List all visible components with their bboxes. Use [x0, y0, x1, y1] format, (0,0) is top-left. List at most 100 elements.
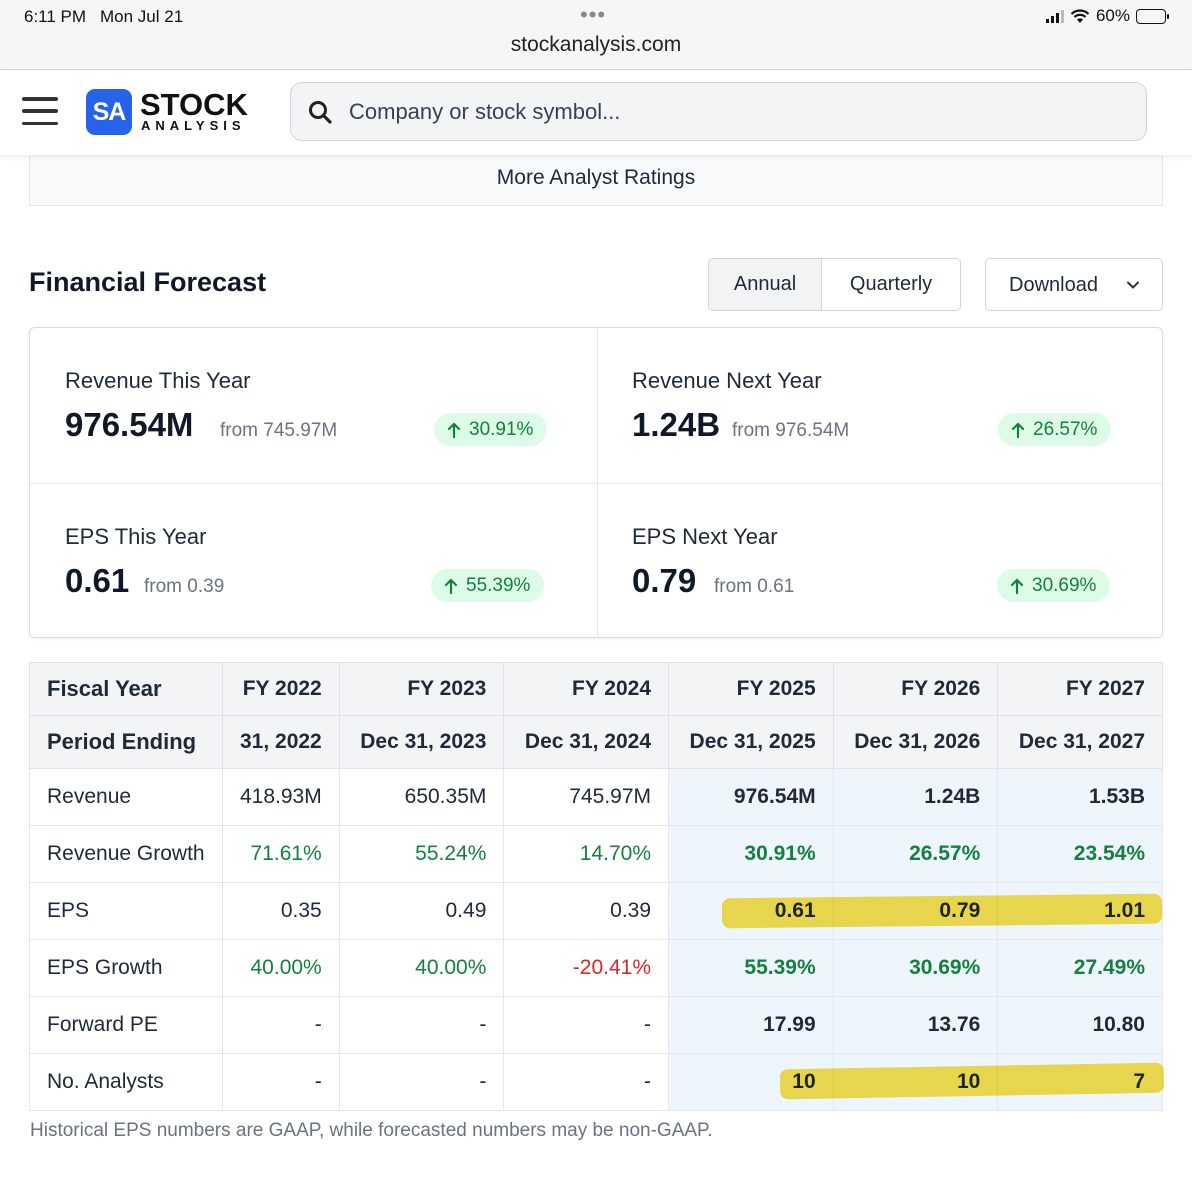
table-row: EPS Growth 40.00% 40.00% -20.41% 55.39% …	[29, 939, 1163, 997]
table-cell: 26.57%	[832, 825, 999, 883]
arrow-up-icon	[447, 422, 461, 438]
more-analyst-ratings-button[interactable]: More Analyst Ratings	[29, 147, 1163, 206]
table-cell: 17.99	[668, 996, 834, 1054]
header-cell: Dec 31, 2026	[832, 715, 999, 769]
table-cell: 10	[832, 1053, 999, 1111]
section-title: Financial Forecast	[29, 267, 267, 297]
table-row: EPS 0.35 0.49 0.39 0.61 0.79 1.01	[29, 882, 1163, 940]
stat-value: 1.24B	[632, 406, 721, 443]
change-badge: 55.39%	[431, 569, 545, 602]
table-cell: 976.54M	[668, 768, 834, 826]
change-badge: 30.91%	[434, 413, 548, 446]
row-label: Revenue	[29, 768, 223, 826]
table-cell: -	[338, 1053, 505, 1111]
table-row: Revenue Growth 71.61% 55.24% 14.70% 30.9…	[29, 825, 1163, 883]
address-bar-url[interactable]: stockanalysis.com	[510, 33, 682, 56]
table-cell: 71.61%	[222, 825, 340, 883]
cellular-signal-icon	[1045, 9, 1064, 23]
header-cell: Dec 31, 2025	[668, 715, 834, 769]
battery-percent: 60%	[1095, 6, 1130, 25]
table-cell: 418.93M	[222, 768, 340, 826]
browser-status-bar: 6:11 PM Mon Jul 21 ••• stockanalysis.com…	[0, 0, 1192, 70]
table-cell: 0.39	[503, 882, 670, 940]
table-cell: 0.79	[832, 882, 999, 940]
battery-icon	[1136, 8, 1169, 24]
header-cell: FY 2024	[503, 662, 670, 716]
row-label: EPS	[29, 882, 223, 940]
header-cell: FY 2022	[222, 662, 340, 716]
table-header-row: Period Ending 31, 2022 Dec 31, 2023 Dec …	[29, 715, 1163, 769]
site-header: SA STOCK ANALYSIS	[0, 71, 1192, 155]
table-cell: 10.80	[997, 996, 1163, 1054]
download-button[interactable]: Download	[985, 258, 1163, 311]
table-cell: -20.41%	[503, 939, 670, 997]
stat-label: EPS This Year	[65, 524, 207, 549]
logo-badge[interactable]: SA	[86, 89, 132, 135]
stat-from: from 0.39	[144, 576, 225, 597]
table-cell: 1.01	[997, 882, 1163, 940]
change-badge: 30.69%	[997, 569, 1111, 602]
table-cell: -	[222, 996, 340, 1054]
row-label: Forward PE	[29, 996, 223, 1054]
stat-label: EPS Next Year	[632, 524, 778, 549]
table-cell: 30.69%	[832, 939, 999, 997]
forecast-summary-card: Revenue This Year 976.54M from 745.97M 3…	[29, 327, 1163, 638]
forecast-table: Fiscal Year FY 2022 FY 2023 FY 2024 FY 2…	[29, 662, 1163, 1111]
tab-annual[interactable]: Annual	[709, 259, 823, 310]
status-indicators: 60%	[1045, 6, 1169, 26]
stat-value: 0.61	[65, 562, 130, 599]
table-cell: 7	[997, 1053, 1163, 1111]
more-dots-icon[interactable]: •••	[580, 2, 607, 27]
header-cell: 31, 2022	[222, 715, 340, 769]
table-cell: 30.91%	[668, 825, 834, 883]
table-cell: 0.35	[222, 882, 340, 940]
table-cell: -	[503, 1053, 670, 1111]
table-cell: 55.39%	[668, 939, 834, 997]
search-input[interactable]	[349, 83, 1129, 140]
table-cell: 650.35M	[338, 768, 505, 826]
table-cell: -	[503, 996, 670, 1054]
search-icon	[309, 101, 332, 124]
period-toggle: Annual Quarterly	[708, 258, 961, 311]
table-cell: 55.24%	[338, 825, 505, 883]
stat-eps-next-year: EPS Next Year 0.79 from 0.61 30.69%	[597, 484, 1164, 639]
stat-revenue-next-year: Revenue Next Year 1.24B from 976.54M 26.…	[597, 328, 1164, 483]
header-cell: FY 2026	[832, 662, 999, 716]
stat-eps-this-year: EPS This Year 0.61 from 0.39 55.39%	[30, 484, 597, 639]
table-header-row: Fiscal Year FY 2022 FY 2023 FY 2024 FY 2…	[29, 662, 1163, 716]
table-cell: 745.97M	[503, 768, 670, 826]
header-cell: Dec 31, 2023	[338, 715, 505, 769]
table-row: Forward PE - - - 17.99 13.76 10.80	[29, 996, 1163, 1054]
header-label: Period Ending	[29, 715, 223, 769]
menu-icon[interactable]	[22, 97, 58, 125]
chevron-down-icon	[1127, 281, 1139, 289]
stat-label: Revenue Next Year	[632, 368, 822, 393]
header-label: Fiscal Year	[29, 662, 223, 716]
table-cell: 1.24B	[832, 768, 999, 826]
row-label: Revenue Growth	[29, 825, 223, 883]
header-cell: FY 2027	[997, 662, 1163, 716]
table-cell: -	[338, 996, 505, 1054]
change-badge: 26.57%	[998, 413, 1112, 446]
table-row: No. Analysts - - - 10 10 7	[29, 1053, 1163, 1111]
arrow-up-icon	[1011, 422, 1025, 438]
tab-quarterly[interactable]: Quarterly	[822, 259, 960, 310]
logo-text-analysis[interactable]: ANALYSIS	[141, 118, 246, 133]
logo-text-stock[interactable]: STOCK	[140, 87, 248, 122]
stat-from: from 976.54M	[732, 420, 850, 441]
stat-value: 976.54M	[65, 406, 194, 443]
search-box[interactable]	[290, 82, 1147, 141]
status-time: 6:11 PM	[24, 7, 87, 26]
download-label: Download	[1009, 274, 1098, 296]
header-cell: Dec 31, 2024	[503, 715, 670, 769]
table-cell: -	[222, 1053, 340, 1111]
status-date: Mon Jul 21	[100, 7, 184, 26]
arrow-up-icon	[444, 578, 458, 594]
stat-value: 0.79	[632, 562, 697, 599]
arrow-up-icon	[1010, 578, 1024, 594]
header-cell: Dec 31, 2027	[997, 715, 1163, 769]
stat-from: from 745.97M	[220, 420, 338, 441]
table-cell: 0.49	[338, 882, 505, 940]
row-label: No. Analysts	[29, 1053, 223, 1111]
table-cell: 10	[668, 1053, 834, 1111]
